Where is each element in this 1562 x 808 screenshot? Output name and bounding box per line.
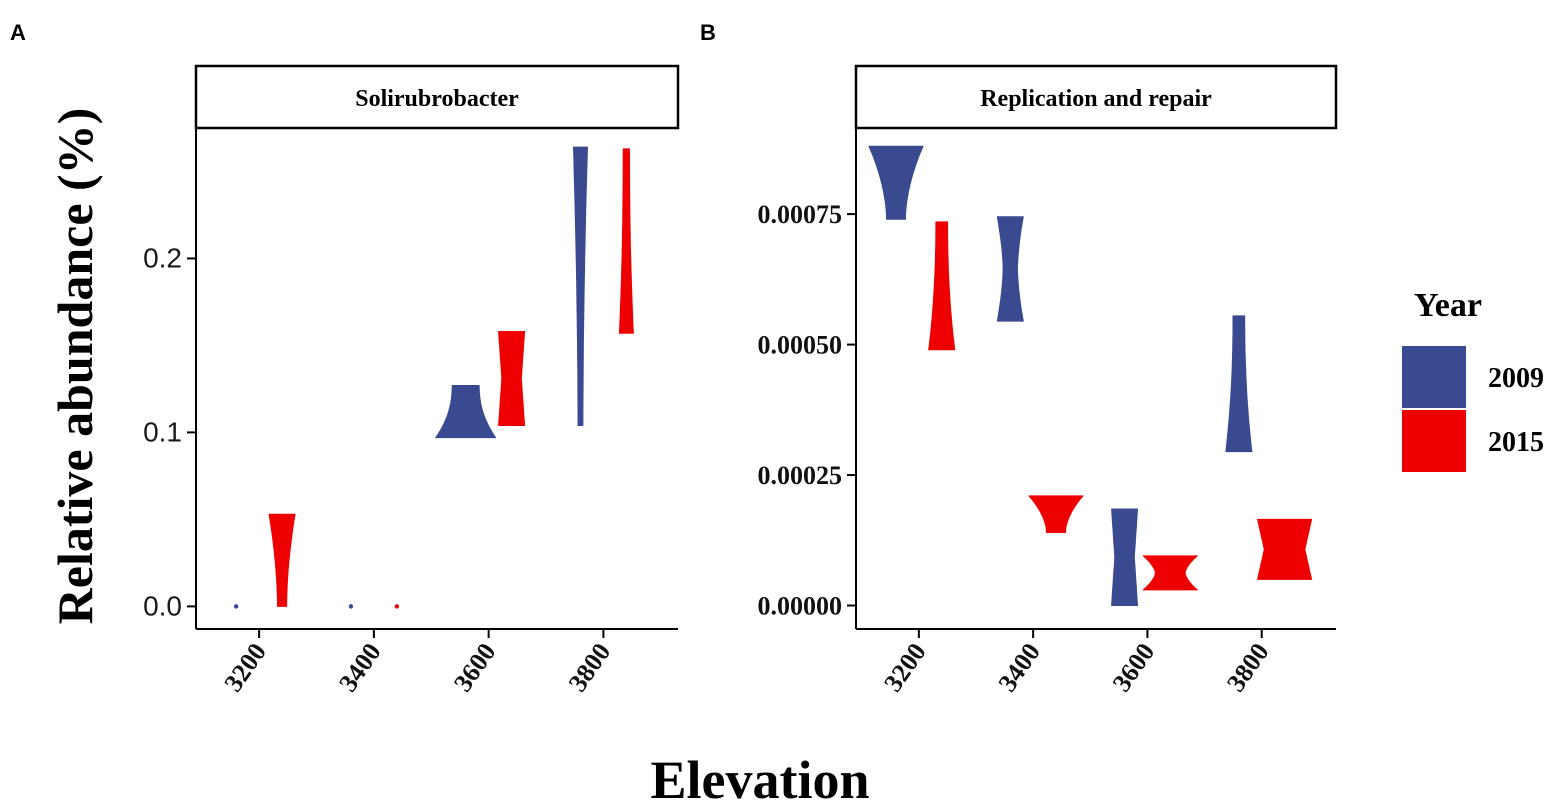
plot-area-a: [233, 146, 634, 609]
x-tick-label: 3400: [333, 638, 387, 697]
plot-area-b: [868, 145, 1313, 606]
violin-2015-3640: [1142, 555, 1198, 591]
legend-label-2009: 2009: [1488, 363, 1544, 394]
x-axis-title: Elevation: [650, 750, 869, 808]
legend-title: Year: [1414, 287, 1482, 324]
y-tick-label: 0.00025: [758, 461, 843, 490]
legend: Year 2009 2015: [1402, 287, 1544, 472]
panel-a: Solirubrobacter 0.0 0.1 0.2 3200 3400 3600 38…: [143, 64, 680, 697]
violin-2015-3640: [498, 331, 526, 426]
violin-2015-3840: [618, 148, 634, 334]
x-tick-label: 3200: [878, 638, 932, 697]
x-tick-label: 3600: [1107, 638, 1161, 697]
legend-label-2015: 2015: [1488, 427, 1544, 458]
x-ticks-a: 3200 3400 3600 3800: [218, 629, 616, 697]
violin-2009-3360: [996, 216, 1024, 322]
x-tick-label: 3800: [563, 638, 617, 697]
strip-title-b: Replication and repair: [980, 86, 1212, 112]
violin-2009-3160: [233, 604, 239, 609]
violin-2009-3560: [1111, 508, 1139, 606]
violin-2009-3160: [868, 145, 924, 220]
violin-2009-3760: [1225, 315, 1253, 453]
y-tick-label: 0.0: [143, 590, 182, 621]
violin-2015-3840: [1257, 518, 1313, 580]
x-tick-label: 3800: [1221, 638, 1275, 697]
y-tick-label: 0.00000: [758, 592, 843, 621]
y-tick-label: 0.1: [143, 416, 182, 447]
x-tick-label: 3600: [448, 638, 502, 697]
y-ticks-b: 0.00000 0.00025 0.00050 0.00075: [758, 200, 856, 621]
strip-title-a: Solirubrobacter: [355, 86, 519, 112]
panel-b: Replication and repair 0.000000.000250.0…: [758, 64, 1338, 697]
violin-2015-3440: [394, 604, 400, 609]
y-tick-label: 0.00050: [758, 331, 843, 360]
violin-2015-3440: [1028, 495, 1084, 533]
y-tick-label: 0.00075: [758, 200, 843, 229]
strip-b: [854, 64, 1338, 130]
y-ticks-a: 0.0 0.1 0.2: [143, 242, 196, 621]
legend-swatch-2015: [1402, 410, 1466, 472]
x-tick-label: 3200: [218, 638, 272, 697]
strip-a: [194, 64, 680, 130]
violin-2015-3240: [268, 513, 296, 607]
panel-label-b: B: [700, 20, 716, 45]
legend-swatch-2009: [1402, 346, 1466, 408]
violin-2009-3360: [348, 604, 354, 609]
y-axis-title: Relative abundance (%): [47, 108, 103, 625]
x-tick-label: 3400: [992, 638, 1046, 697]
violin-2015-3240: [928, 221, 956, 351]
panel-label-a: A: [10, 20, 26, 45]
violin-2009-3560: [435, 385, 497, 439]
y-tick-label: 0.2: [143, 242, 182, 273]
violin-2009-3760: [573, 146, 588, 426]
x-ticks-b: 3200 3400 3600 3800: [878, 629, 1275, 697]
